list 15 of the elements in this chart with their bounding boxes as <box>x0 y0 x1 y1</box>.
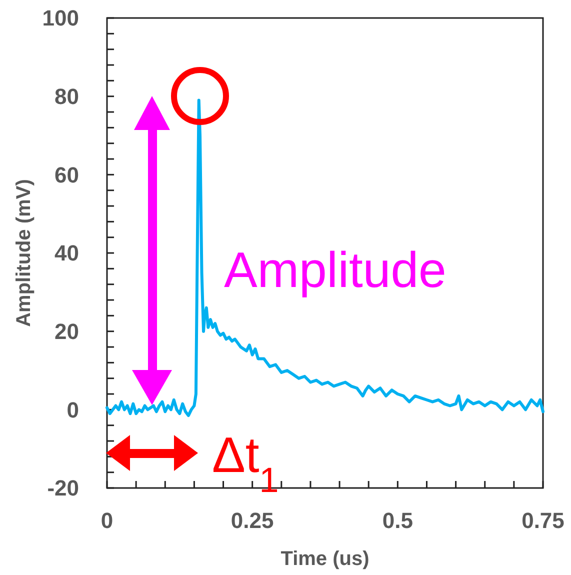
y-tick-label: 40 <box>54 240 79 266</box>
y-tick-label: 100 <box>42 6 79 31</box>
x-tick-label: 0 <box>100 508 114 533</box>
y-tick-label: -20 <box>47 476 79 501</box>
y-tick-label: 20 <box>54 319 79 344</box>
y-axis-title: Amplitude (mV) <box>13 179 35 327</box>
line-series <box>106 98 544 418</box>
y-tick-label: 60 <box>54 162 79 188</box>
x-tick-label: 0.5 <box>382 508 413 533</box>
y-tick-label: 0 <box>66 397 79 422</box>
x-tick-label: 0.75 <box>522 508 564 533</box>
x-axis-title: Time (us) <box>280 548 370 570</box>
annotation: Amplitude <box>224 242 446 298</box>
y-tick-label: 80 <box>54 84 79 110</box>
x-tick-label: 0.25 <box>230 508 274 533</box>
